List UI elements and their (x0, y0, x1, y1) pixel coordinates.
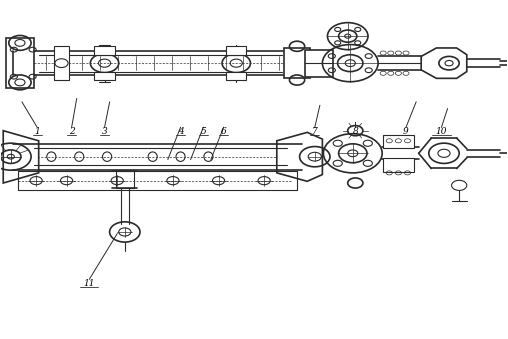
Text: 3: 3 (102, 127, 107, 136)
Bar (226, 72, 246, 80)
Text: 2: 2 (69, 127, 75, 136)
Bar (94, 46, 115, 55)
Text: 9: 9 (403, 127, 409, 136)
Bar (54, 46, 69, 80)
Text: 8: 8 (353, 127, 358, 136)
Text: 5: 5 (201, 127, 206, 136)
Text: 4: 4 (178, 127, 183, 136)
Text: 10: 10 (436, 127, 447, 136)
Text: 7: 7 (312, 127, 318, 136)
Polygon shape (3, 131, 39, 183)
Text: 11: 11 (84, 279, 95, 288)
Bar (226, 46, 246, 55)
Polygon shape (421, 48, 467, 78)
Polygon shape (277, 132, 323, 181)
Text: 1: 1 (35, 127, 40, 136)
Text: 6: 6 (221, 127, 227, 136)
Bar (383, 135, 414, 148)
Bar (284, 48, 310, 78)
Bar (94, 72, 115, 80)
Bar (383, 158, 414, 172)
Bar (305, 49, 333, 77)
Bar (6, 38, 34, 88)
